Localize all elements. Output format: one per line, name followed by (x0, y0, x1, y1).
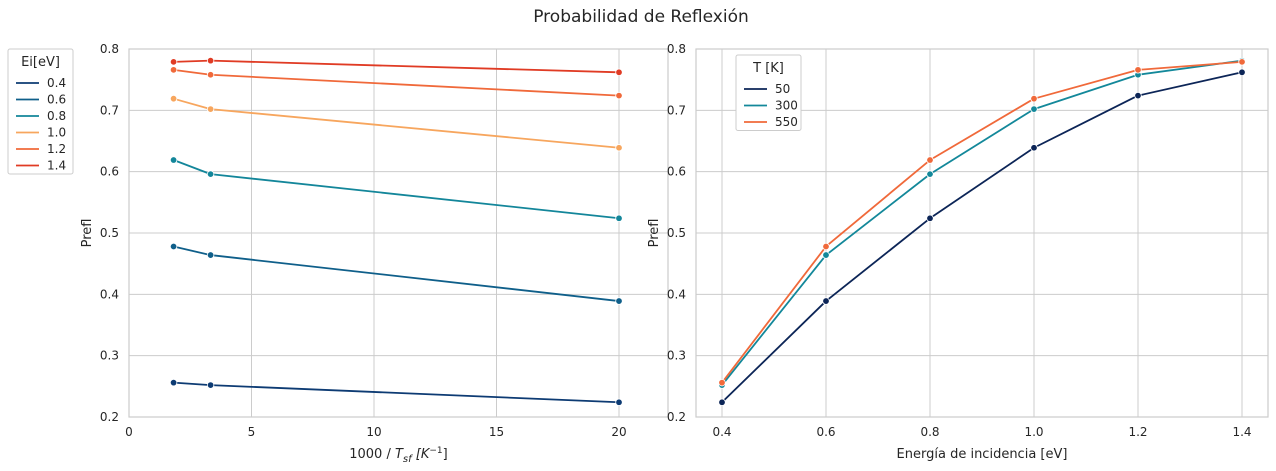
data-point-1.0 (615, 144, 623, 152)
data-point-300 (1030, 105, 1038, 113)
legend-title: Ei[eV] (21, 55, 60, 70)
y-tick-label: 0.5 (667, 226, 686, 240)
y-tick-label: 0.2 (100, 410, 119, 424)
series-line-300 (721, 59, 1243, 386)
data-point-300 (926, 170, 934, 178)
y-tick-label: 0.7 (100, 103, 119, 117)
legend-frame (735, 54, 802, 131)
y-axis-label: Prefl (80, 219, 95, 248)
y-tick-label: 0.8 (667, 42, 686, 56)
data-point-550 (1134, 66, 1142, 74)
x-tick-label: 20 (611, 425, 626, 439)
x-tick-label: 10 (366, 425, 381, 439)
x-axis-label-part: [K (412, 447, 431, 462)
x-tick-label: 5 (248, 425, 256, 439)
legend-frame (7, 48, 74, 175)
y-tick-label: 0.7 (667, 103, 686, 117)
data-point-1.4 (206, 56, 215, 65)
data-point-550 (926, 156, 934, 164)
data-point-0.6 (615, 297, 623, 305)
y-tick-label: 0.3 (100, 349, 119, 363)
axes-frame (695, 48, 1269, 418)
x-tick-label: 1.0 (1024, 425, 1043, 439)
y-tick-label: 0.5 (100, 226, 119, 240)
data-point-550 (822, 242, 830, 251)
legend-label: 550 (775, 115, 798, 129)
x-axis-label-part: T (395, 447, 404, 462)
legend-label: 1.0 (47, 126, 66, 140)
data-point-50 (926, 214, 934, 222)
data-point-1.2 (169, 66, 178, 74)
x-tick-label: 0.4 (712, 425, 731, 439)
y-tick-label: 0.4 (100, 287, 119, 301)
legend-label: 1.2 (47, 142, 66, 156)
x-tick-label: 15 (489, 425, 504, 439)
data-point-1.4 (169, 58, 178, 66)
series-line-550 (721, 60, 1243, 384)
x-axis-label-part: 1000 / (349, 447, 395, 462)
y-tick-label: 0.3 (667, 349, 686, 363)
x-tick-label: 1.4 (1232, 425, 1251, 439)
data-point-50 (1030, 144, 1038, 152)
series-line-50 (721, 71, 1243, 403)
y-tick-label: 0.6 (667, 165, 686, 179)
data-point-1.0 (206, 105, 215, 113)
data-point-0.8 (615, 214, 623, 222)
data-point-0.4 (615, 398, 623, 406)
data-point-0.4 (169, 378, 178, 387)
data-point-50 (822, 297, 830, 305)
data-point-1.2 (615, 91, 623, 100)
y-tick-label: 0.2 (667, 410, 686, 424)
legend-label: 0.4 (47, 76, 66, 90)
x-axis-label-part: ] (443, 447, 448, 462)
data-point-300 (822, 251, 830, 259)
y-tick-label: 0.8 (100, 42, 119, 56)
legend: Ei[eV] 0.4 0.6 0.8 1.0 1.2 1.4 (7, 48, 74, 175)
right-chart: 0.4 0.6 0.8 1.0 1.2 1.4 0.2 0.3 0.4 0.5 0.6 0.7 0.8 P… (647, 42, 1269, 462)
figure-title: Probabilidad de Reflexión (533, 7, 749, 27)
x-tick-label: 1.2 (1128, 425, 1147, 439)
x-tick-label: 0 (125, 425, 133, 439)
x-axis-label: 1000 / Tsf [K−1] (349, 446, 448, 465)
y-axis-label: Prefl (647, 219, 662, 248)
data-point-50 (1134, 91, 1142, 100)
data-point-0.8 (206, 170, 215, 178)
axes-frame (128, 48, 669, 418)
legend-label: 50 (775, 82, 790, 96)
data-point-0.8 (169, 156, 178, 164)
data-point-550 (718, 378, 726, 387)
data-point-50 (718, 398, 726, 406)
x-axis-label-part: sf (403, 454, 413, 465)
legend-label: 0.6 (47, 93, 66, 107)
legend-title: T [K] (752, 61, 784, 76)
legend-label: 300 (775, 99, 798, 113)
legend-label: 0.8 (47, 109, 66, 123)
data-point-0.4 (206, 381, 215, 389)
left-chart: 0 5 10 15 20 0.2 0.3 0.4 0.5 0.6 0.7 0.8 Prefl 1000 /… (7, 42, 669, 465)
data-point-1.4 (615, 68, 623, 77)
data-point-0.6 (206, 251, 215, 259)
legend-label: 1.4 (47, 159, 66, 173)
data-point-1.2 (206, 71, 215, 79)
x-axis-label: Energía de incidencia [eV] (897, 447, 1068, 462)
x-tick-label: 0.6 (816, 425, 835, 439)
y-tick-label: 0.6 (100, 165, 119, 179)
legend: T [K] 50 300 550 (735, 54, 802, 131)
x-tick-label: 0.8 (920, 425, 939, 439)
x-axis-label-part: −1 (429, 446, 442, 456)
data-point-550 (1238, 58, 1246, 66)
data-point-550 (1030, 94, 1038, 103)
y-tick-label: 0.4 (667, 287, 686, 301)
data-point-1.0 (169, 94, 178, 103)
data-point-0.6 (169, 242, 178, 251)
data-point-50 (1238, 68, 1246, 77)
